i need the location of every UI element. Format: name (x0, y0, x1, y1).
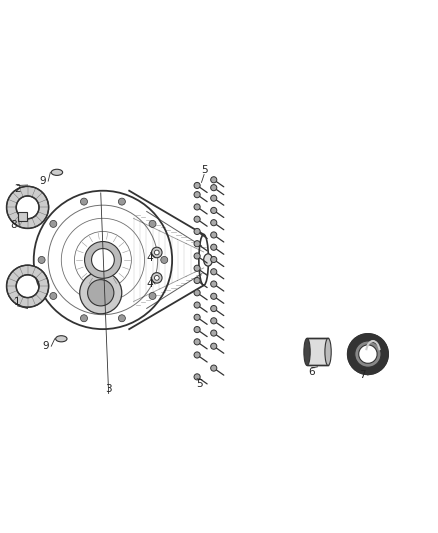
Circle shape (194, 352, 200, 358)
Circle shape (194, 278, 200, 284)
Circle shape (118, 198, 125, 205)
Text: 1: 1 (14, 297, 21, 308)
Circle shape (211, 269, 217, 275)
Circle shape (194, 253, 200, 259)
Circle shape (194, 265, 200, 271)
Circle shape (155, 276, 159, 280)
Ellipse shape (51, 169, 63, 175)
Circle shape (211, 177, 217, 183)
Circle shape (194, 191, 200, 198)
Circle shape (211, 207, 217, 214)
Circle shape (211, 195, 217, 201)
Circle shape (194, 229, 200, 235)
Circle shape (149, 293, 156, 300)
Circle shape (80, 272, 122, 314)
Circle shape (194, 216, 200, 222)
Circle shape (211, 244, 217, 251)
Text: 8: 8 (11, 220, 18, 230)
Circle shape (152, 273, 162, 283)
Circle shape (194, 182, 200, 189)
Circle shape (155, 250, 159, 255)
Text: 7: 7 (359, 370, 366, 380)
Circle shape (194, 204, 200, 210)
Circle shape (211, 318, 217, 324)
Ellipse shape (325, 338, 331, 366)
FancyBboxPatch shape (307, 338, 328, 366)
Text: 9: 9 (42, 341, 49, 351)
Circle shape (194, 302, 200, 308)
Bar (18, 212, 27, 221)
Circle shape (152, 247, 162, 258)
Circle shape (211, 293, 217, 300)
Circle shape (118, 315, 125, 322)
Circle shape (211, 281, 217, 287)
Ellipse shape (304, 338, 310, 366)
Circle shape (211, 305, 217, 312)
Circle shape (194, 374, 200, 380)
Text: 4: 4 (146, 253, 153, 263)
Circle shape (211, 220, 217, 226)
Circle shape (211, 365, 217, 371)
Circle shape (211, 343, 217, 349)
Circle shape (81, 198, 88, 205)
Text: 5: 5 (196, 379, 203, 389)
Ellipse shape (56, 336, 67, 342)
Circle shape (194, 290, 200, 296)
Circle shape (161, 256, 168, 263)
Circle shape (194, 241, 200, 247)
Circle shape (211, 330, 217, 336)
Circle shape (38, 256, 45, 263)
Text: 6: 6 (308, 367, 315, 377)
Circle shape (50, 220, 57, 228)
Circle shape (211, 256, 217, 263)
Ellipse shape (204, 254, 212, 266)
Circle shape (211, 184, 217, 191)
Text: 5: 5 (201, 165, 208, 175)
Circle shape (149, 220, 156, 228)
Circle shape (194, 314, 200, 320)
Circle shape (194, 339, 200, 345)
Circle shape (88, 280, 114, 306)
Text: 4: 4 (146, 279, 153, 289)
Circle shape (81, 315, 88, 322)
Circle shape (50, 293, 57, 300)
Circle shape (211, 232, 217, 238)
Circle shape (194, 327, 200, 333)
Text: 2: 2 (14, 183, 21, 193)
Text: 9: 9 (39, 176, 46, 186)
Text: 3: 3 (105, 384, 112, 394)
